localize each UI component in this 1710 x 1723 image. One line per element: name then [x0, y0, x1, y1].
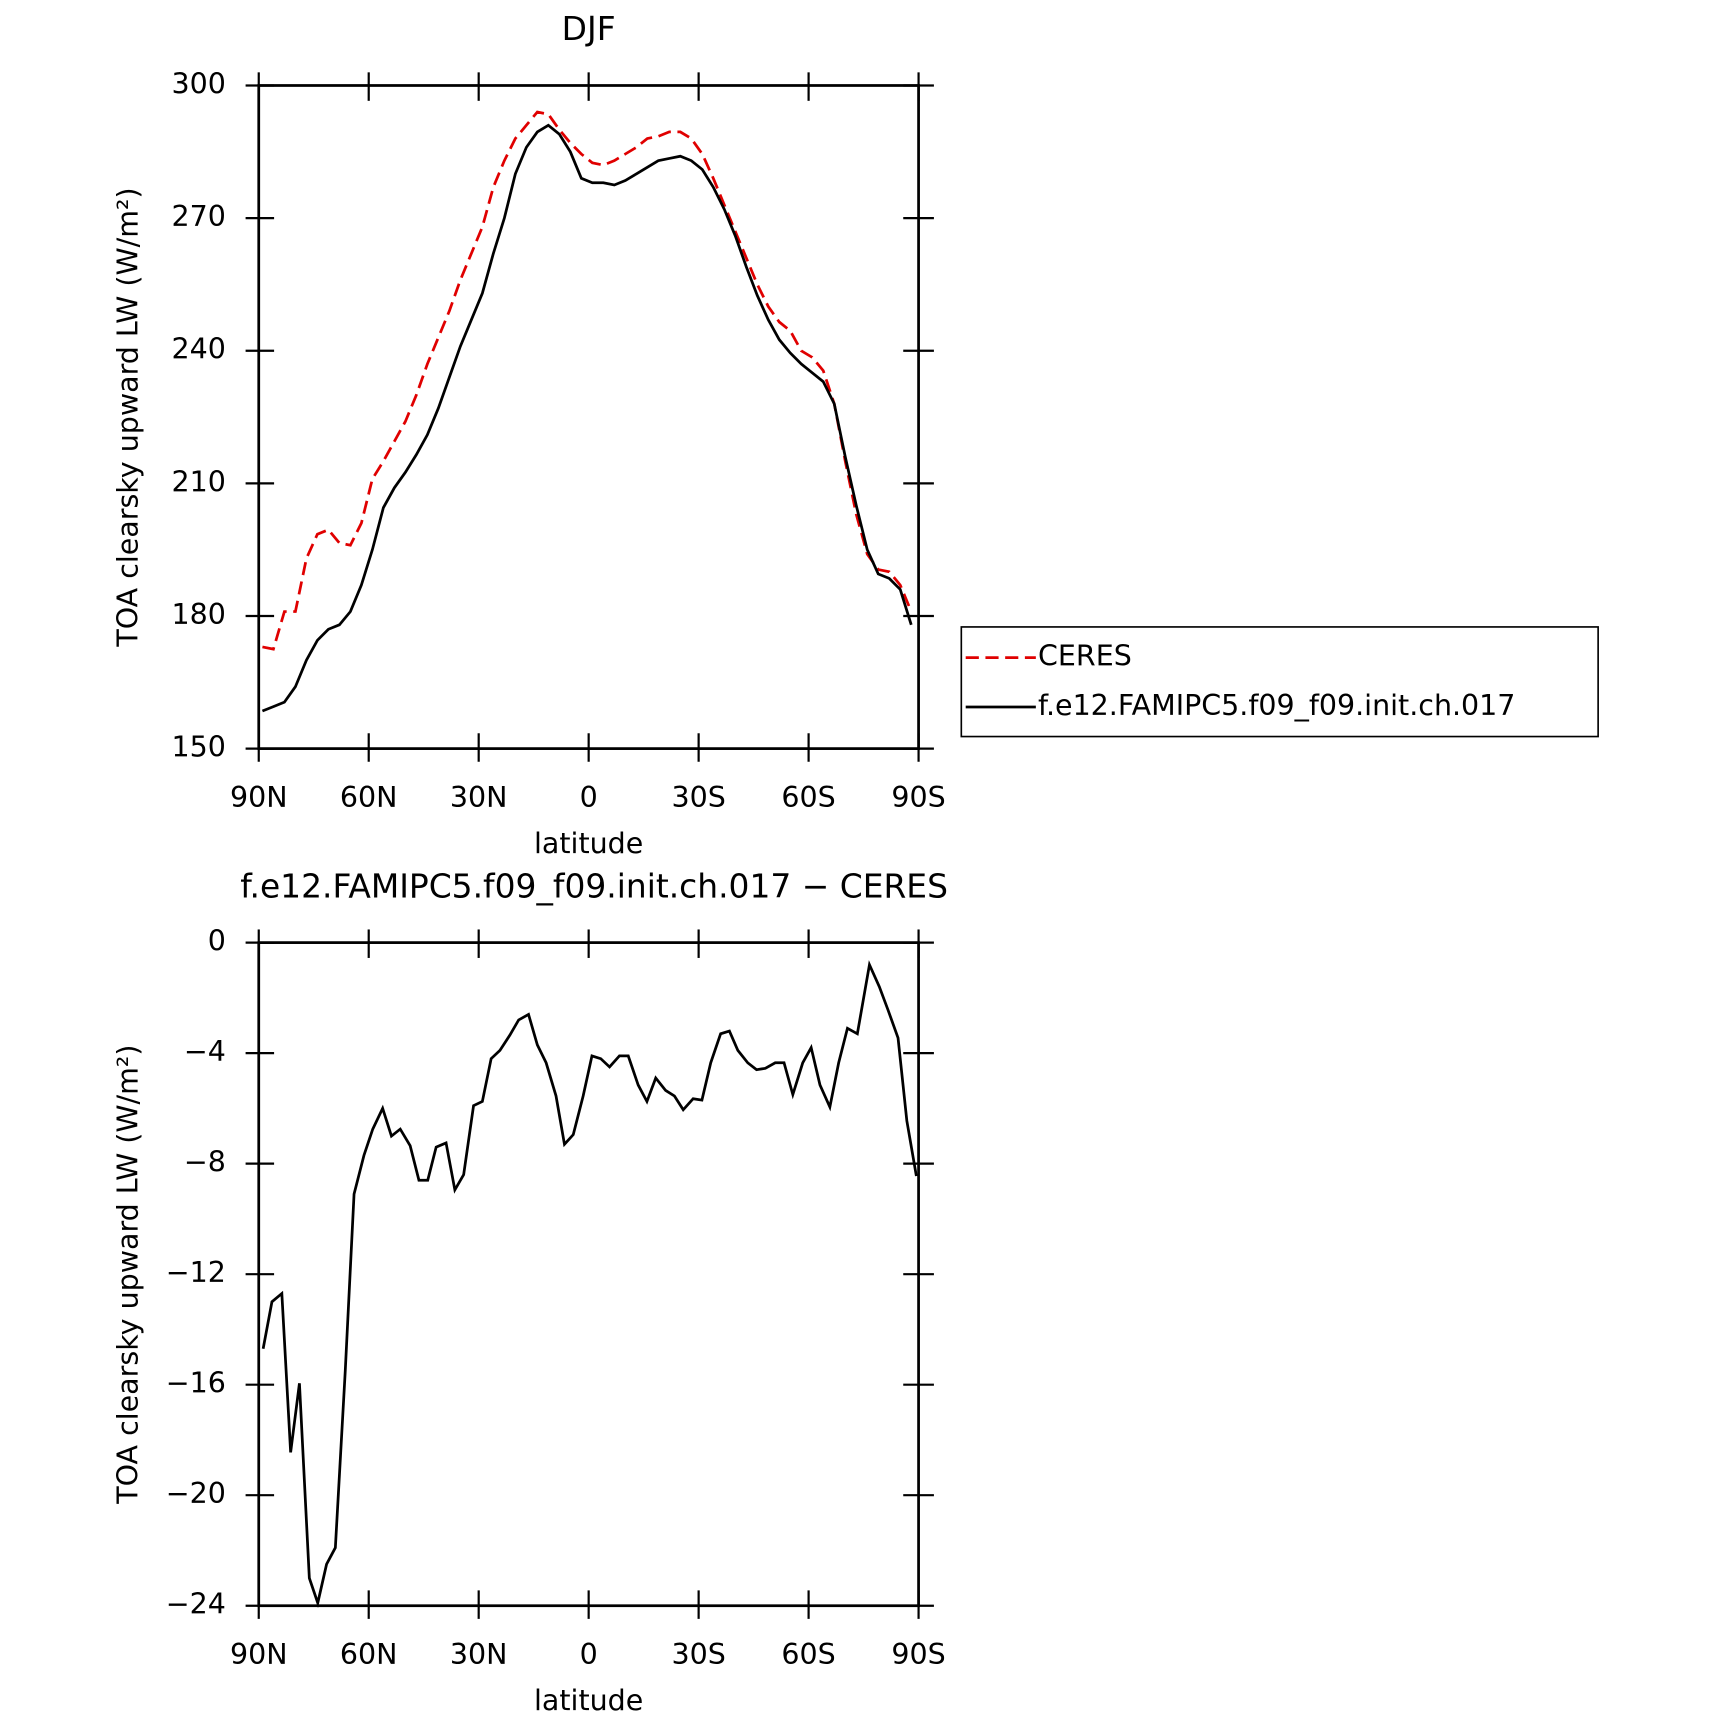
series-line — [261, 123, 913, 713]
x-tick-label: 90N — [230, 1638, 288, 1671]
x-tick-label: 0 — [580, 781, 598, 814]
chart-title: f.e12.FAMIPC5.f09_f09.init.ch.017 − CERE… — [240, 866, 948, 905]
x-tick-label: 30S — [671, 781, 725, 814]
x-axis-label: latitude — [534, 1684, 643, 1717]
x-tick-label: 60S — [781, 1638, 835, 1671]
series-line — [261, 960, 918, 1608]
x-tick-label: 90N — [230, 781, 288, 814]
y-tick-label: 180 — [171, 598, 225, 631]
y-tick-label: −16 — [166, 1367, 226, 1400]
y-axis-label: TOA clearsky upward LW (W/m²) — [111, 1045, 144, 1505]
y-tick-label: −24 — [166, 1588, 226, 1621]
x-tick-label: 60S — [781, 781, 835, 814]
x-tick-label: 30N — [450, 1638, 508, 1671]
plot-frame — [257, 941, 920, 1608]
legend-box — [960, 626, 1599, 738]
chart-title: DJF — [562, 9, 616, 48]
y-tick-label: −20 — [166, 1477, 226, 1510]
y-tick-label: 240 — [171, 333, 225, 366]
x-tick-label: 30N — [450, 781, 508, 814]
y-tick-label: 270 — [171, 200, 225, 233]
y-axis-label: TOA clearsky upward LW (W/m²) — [111, 187, 144, 647]
legend-label: CERES — [1038, 640, 1132, 673]
x-tick-label: 60N — [340, 781, 398, 814]
y-tick-label: −8 — [184, 1146, 226, 1179]
y-tick-label: 0 — [208, 925, 226, 958]
x-tick-label: 60N — [340, 1638, 398, 1671]
x-tick-label: 30S — [671, 1638, 725, 1671]
legend-label: f.e12.FAMIPC5.f09_f09.init.ch.017 — [1038, 689, 1515, 722]
y-tick-label: 150 — [171, 731, 225, 764]
y-tick-label: −12 — [166, 1256, 226, 1289]
x-axis-label: latitude — [534, 827, 643, 860]
series-line — [262, 110, 913, 651]
plot-frame — [257, 84, 920, 750]
y-tick-label: 300 — [171, 67, 225, 100]
x-tick-label: 0 — [580, 1638, 598, 1671]
y-tick-label: 210 — [171, 465, 225, 498]
x-tick-label: 90S — [891, 781, 945, 814]
y-tick-label: −4 — [184, 1035, 226, 1068]
x-tick-label: 90S — [891, 1638, 945, 1671]
